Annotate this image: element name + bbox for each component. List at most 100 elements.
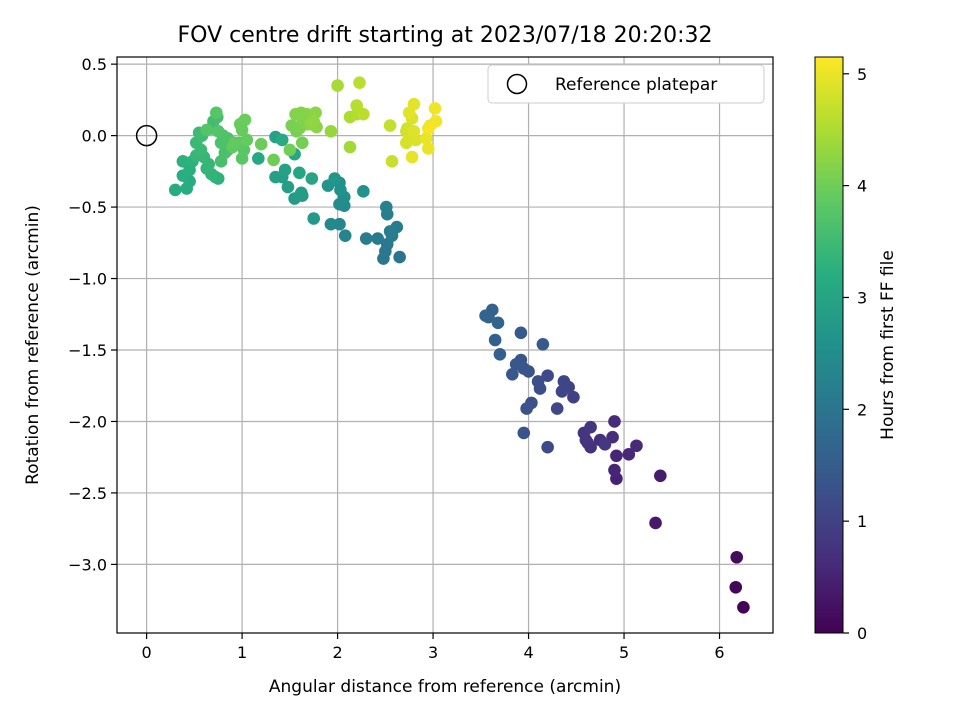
data-point xyxy=(536,337,550,351)
data-point xyxy=(371,232,384,245)
data-point xyxy=(514,326,528,340)
data-point xyxy=(211,125,225,138)
data-point xyxy=(729,580,743,594)
x-axis-label: Angular distance from reference (arcmin) xyxy=(269,677,621,697)
data-point xyxy=(307,212,321,225)
colorbar: 0 1 2 3 4 5 Hours from first FF file xyxy=(814,56,898,643)
y-tick-label: −0.5 xyxy=(68,198,107,217)
data-point xyxy=(383,225,397,238)
data-point xyxy=(252,152,265,165)
y-tick-label: −3.0 xyxy=(68,555,107,574)
data-point xyxy=(622,448,636,461)
data-point xyxy=(267,153,280,167)
data-point xyxy=(307,115,321,128)
data-point xyxy=(343,140,357,154)
data-point xyxy=(730,550,744,564)
y-tick-label: −2.5 xyxy=(68,484,107,503)
legend-marker-icon xyxy=(506,73,528,95)
y-tick-label: −1.5 xyxy=(68,341,107,360)
colorbar-tick-label: 1 xyxy=(857,512,867,531)
x-axis-ticks: 0 1 2 3 4 5 6 xyxy=(142,633,725,662)
data-point xyxy=(324,217,338,231)
y-tick-label: 0.0 xyxy=(82,127,107,146)
x-tick-label: 5 xyxy=(619,643,629,662)
data-point xyxy=(281,180,295,194)
colorbar-tick-label: 0 xyxy=(857,624,867,643)
data-point xyxy=(608,415,621,428)
legend-label: Reference platepar xyxy=(555,75,717,95)
data-point xyxy=(338,229,352,242)
data-point xyxy=(305,172,319,185)
data-point xyxy=(228,136,241,150)
colorbar-tick-label: 5 xyxy=(857,65,867,84)
reference-marker xyxy=(135,124,158,147)
data-point xyxy=(405,150,419,164)
data-point xyxy=(737,600,750,614)
x-tick-label: 3 xyxy=(428,643,438,662)
data-point xyxy=(493,347,507,361)
data-point xyxy=(533,382,547,395)
data-point xyxy=(383,119,397,132)
data-point xyxy=(254,137,268,151)
colorbar-label: Hours from first FF file xyxy=(878,250,898,440)
data-point xyxy=(517,426,531,440)
data-point xyxy=(567,390,580,404)
data-point xyxy=(407,97,421,111)
data-point xyxy=(407,125,421,138)
data-point xyxy=(379,200,393,214)
y-axis-label: Rotation from reference (arcmin) xyxy=(23,205,43,485)
colorbar-tick-label: 3 xyxy=(857,288,867,307)
data-point xyxy=(210,106,223,120)
chart-title: FOV centre drift starting at 2023/07/18 … xyxy=(178,23,713,48)
data-point xyxy=(328,172,342,185)
data-point xyxy=(509,357,523,371)
data-point xyxy=(240,133,254,147)
colorbar-tick-label: 2 xyxy=(857,400,867,419)
data-point xyxy=(278,163,292,177)
data-point xyxy=(649,516,662,530)
legend: Reference platepar xyxy=(487,64,765,104)
reference-platepar-marker xyxy=(135,124,158,147)
data-point xyxy=(357,107,370,121)
plot-area: 0 1 2 3 4 5 6 0.5 0.0 −0.5 −1.0 −1.5 −2.0 −2.5 −3.0 xyxy=(68,55,774,662)
data-points xyxy=(168,76,750,614)
data-point xyxy=(393,250,406,264)
y-axis-ticks: 0.5 0.0 −0.5 −1.0 −1.5 −2.0 −2.5 −3.0 xyxy=(68,55,117,574)
data-point xyxy=(168,183,182,197)
data-point xyxy=(610,449,623,463)
colorbar-gradient xyxy=(814,56,844,634)
x-tick-label: 6 xyxy=(714,643,724,662)
data-point xyxy=(557,375,571,388)
data-point xyxy=(275,133,289,147)
legend-box xyxy=(487,64,765,104)
colorbar-ticks: 0 1 2 3 4 5 xyxy=(843,65,867,643)
data-point xyxy=(238,113,252,127)
data-point xyxy=(295,136,309,150)
data-point xyxy=(283,143,297,157)
x-tick-label: 0 xyxy=(142,643,152,662)
data-point xyxy=(385,155,399,168)
x-tick-label: 1 xyxy=(237,643,247,662)
data-point xyxy=(357,185,370,198)
data-point xyxy=(176,155,190,168)
data-point xyxy=(479,309,492,322)
data-point xyxy=(491,316,505,330)
data-point xyxy=(541,369,554,383)
data-point xyxy=(520,402,533,415)
data-point xyxy=(420,132,433,145)
data-point xyxy=(324,125,338,138)
data-point xyxy=(334,183,347,197)
data-point xyxy=(421,122,435,135)
y-tick-label: −1.0 xyxy=(68,270,107,289)
data-point xyxy=(608,463,621,477)
data-point xyxy=(630,439,643,453)
data-point xyxy=(353,76,366,90)
y-tick-label: −2.0 xyxy=(68,412,107,431)
y-tick-label: 0.5 xyxy=(82,55,107,74)
data-point xyxy=(598,438,612,451)
data-point xyxy=(550,402,564,415)
x-tick-label: 4 xyxy=(523,643,533,662)
data-point xyxy=(488,333,502,347)
